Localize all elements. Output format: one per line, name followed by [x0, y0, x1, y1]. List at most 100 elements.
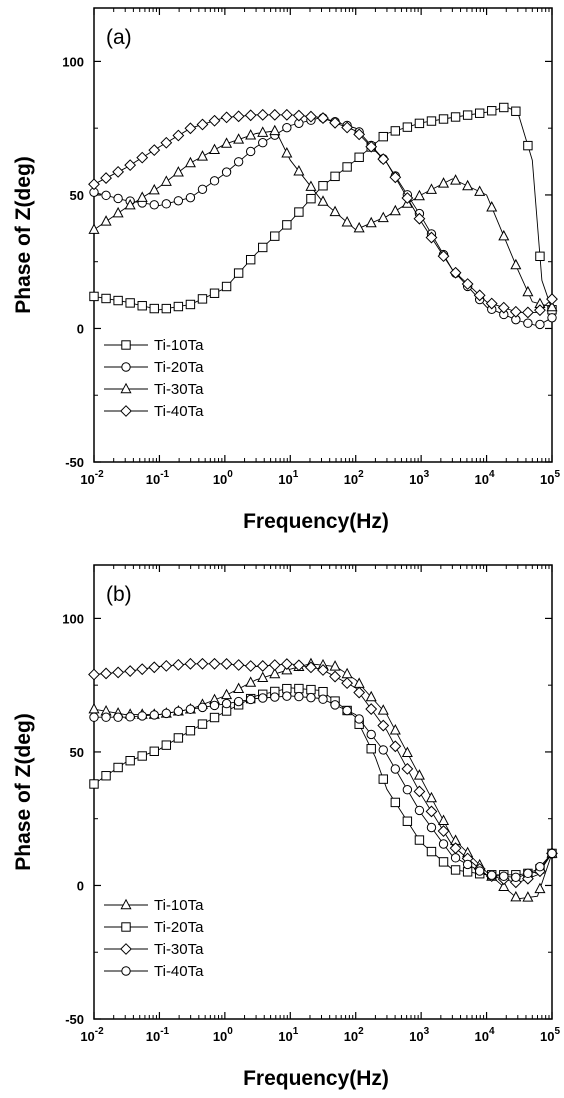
data-point — [172, 166, 184, 177]
data-point — [547, 848, 557, 859]
legend-label: Ti-10Ta — [154, 337, 204, 354]
series-ti-40ta — [89, 691, 557, 882]
data-point — [365, 703, 378, 715]
x-tick-label: 103 — [409, 469, 429, 487]
data-point — [197, 702, 208, 713]
data-point — [499, 102, 509, 113]
x-tick-label: 105 — [540, 1026, 560, 1044]
legend-label: Ti-20Ta — [154, 919, 204, 936]
data-point — [306, 193, 316, 204]
data-point — [281, 146, 293, 158]
data-point — [294, 683, 304, 694]
data-point — [184, 657, 197, 670]
data-point — [438, 114, 449, 124]
data-point — [149, 303, 159, 314]
data-point — [173, 196, 184, 206]
data-point — [390, 764, 401, 774]
data-point — [89, 712, 99, 722]
data-point — [318, 181, 328, 191]
data-point — [425, 791, 438, 803]
series-ti-40ta — [88, 108, 558, 319]
data-point — [547, 313, 557, 323]
data-point — [269, 124, 281, 136]
data-point — [353, 686, 366, 699]
data-point — [124, 198, 136, 210]
data-point — [89, 779, 99, 789]
data-point — [220, 111, 233, 124]
data-point — [510, 258, 522, 270]
x-tick-label: 10-2 — [80, 469, 104, 487]
data-point — [149, 710, 159, 720]
data-point — [390, 797, 401, 808]
data-point — [160, 175, 172, 186]
data-point — [136, 663, 149, 676]
data-point — [184, 156, 196, 168]
data-point — [280, 108, 293, 121]
data-point — [185, 726, 196, 736]
data-point — [437, 814, 450, 825]
y-axis-title: Phase of Z(deg) — [12, 156, 35, 314]
data-point — [268, 108, 281, 121]
data-point — [256, 108, 269, 121]
data-point — [377, 211, 389, 223]
series-line — [94, 695, 553, 878]
legend-marker — [121, 362, 131, 372]
data-point — [329, 116, 341, 129]
data-point — [329, 660, 341, 671]
data-point — [426, 116, 437, 126]
data-point — [245, 129, 257, 140]
data-point — [342, 705, 352, 716]
data-point — [197, 719, 208, 729]
data-point — [125, 755, 135, 766]
data-point — [535, 319, 545, 330]
data-point — [100, 172, 112, 184]
data-point — [509, 305, 522, 318]
data-point — [172, 658, 185, 671]
data-point — [389, 204, 401, 216]
plot-frame — [93, 7, 553, 463]
y-tick-label: 50 — [70, 745, 84, 760]
data-point — [402, 816, 413, 826]
data-point — [173, 733, 184, 743]
data-point — [101, 293, 111, 304]
data-point — [474, 185, 486, 196]
x-tick-label: 101 — [278, 469, 298, 487]
data-point — [113, 295, 123, 306]
data-point — [365, 140, 378, 153]
data-point — [221, 688, 233, 700]
data-point — [497, 301, 510, 314]
chart-panel-b: 10-2 10-1 100 101 102 103 104 105 -50 0 50 100 Frequ… — [12, 564, 560, 1090]
series-line — [93, 106, 553, 311]
data-point — [378, 131, 388, 142]
legend-marker — [121, 966, 131, 976]
data-point — [487, 106, 497, 116]
data-point — [401, 746, 413, 758]
data-point — [196, 118, 209, 131]
data-point — [330, 700, 340, 710]
data-point — [160, 659, 173, 672]
series-ti-30ta — [88, 124, 558, 312]
legend-marker — [120, 382, 132, 394]
data-point — [353, 128, 366, 141]
data-point — [546, 293, 558, 306]
data-point — [341, 121, 354, 134]
data-point — [233, 682, 245, 693]
x-tick-label: 102 — [344, 1026, 364, 1044]
data-point — [401, 762, 414, 775]
data-point — [474, 866, 485, 876]
data-point — [425, 183, 438, 194]
data-point — [389, 171, 402, 184]
data-point — [256, 660, 269, 672]
data-point — [390, 126, 401, 136]
data-point — [341, 677, 354, 690]
data-point — [378, 745, 388, 755]
data-point — [305, 110, 317, 123]
x-tick-label: 104 — [475, 1026, 495, 1044]
data-point — [546, 300, 558, 312]
data-point — [149, 746, 159, 756]
legend-label: Ti-20Ta — [154, 359, 204, 376]
data-point — [149, 200, 159, 210]
x-tick-label: 101 — [278, 1026, 298, 1044]
data-point — [438, 857, 449, 867]
data-point — [197, 294, 208, 304]
